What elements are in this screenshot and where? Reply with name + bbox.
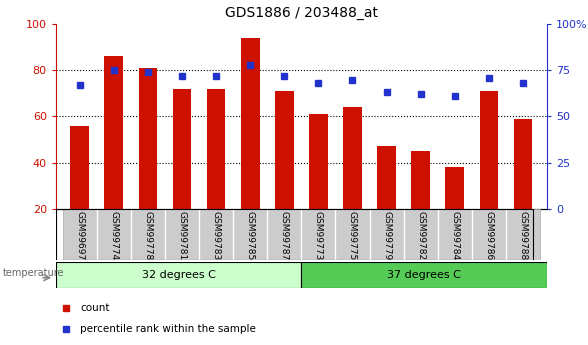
Bar — [472, 209, 506, 260]
Bar — [513, 119, 532, 209]
Bar — [241, 38, 259, 209]
Bar — [233, 209, 268, 260]
Text: GSM99697: GSM99697 — [75, 211, 84, 260]
Text: percentile rank within the sample: percentile rank within the sample — [81, 324, 256, 334]
Bar — [412, 151, 430, 209]
Text: GSM99786: GSM99786 — [485, 211, 493, 260]
Text: 37 degrees C: 37 degrees C — [387, 270, 461, 280]
Bar — [56, 262, 301, 288]
Text: GSM99778: GSM99778 — [143, 211, 152, 260]
Bar — [97, 209, 131, 260]
Text: count: count — [81, 303, 110, 313]
Text: GSM99774: GSM99774 — [109, 211, 118, 260]
Bar — [301, 262, 547, 288]
Bar — [309, 114, 328, 209]
Bar — [63, 209, 97, 260]
Text: GSM99781: GSM99781 — [178, 211, 186, 260]
Bar — [71, 126, 89, 209]
Text: GSM99788: GSM99788 — [519, 211, 527, 260]
Text: GSM99773: GSM99773 — [314, 211, 323, 260]
Bar — [301, 209, 335, 260]
Bar — [369, 209, 403, 260]
Text: temperature: temperature — [3, 268, 64, 277]
Text: GSM99779: GSM99779 — [382, 211, 391, 260]
Bar — [377, 146, 396, 209]
Bar — [131, 209, 165, 260]
Bar — [275, 91, 293, 209]
Bar — [207, 89, 225, 209]
Text: GSM99785: GSM99785 — [246, 211, 255, 260]
Bar — [139, 68, 158, 209]
Bar — [268, 209, 302, 260]
Bar — [199, 209, 233, 260]
Bar — [445, 167, 464, 209]
Bar — [165, 209, 199, 260]
Text: GSM99783: GSM99783 — [212, 211, 220, 260]
Text: GSM99784: GSM99784 — [450, 211, 459, 260]
Bar — [479, 91, 498, 209]
Text: GSM99787: GSM99787 — [280, 211, 289, 260]
Bar — [173, 89, 191, 209]
Text: 32 degrees C: 32 degrees C — [142, 270, 216, 280]
Bar — [403, 209, 437, 260]
Bar — [335, 209, 369, 260]
Text: GSM99782: GSM99782 — [416, 211, 425, 260]
Bar — [343, 107, 362, 209]
Bar — [506, 209, 540, 260]
Bar — [437, 209, 472, 260]
Bar — [105, 57, 123, 209]
Text: GSM99775: GSM99775 — [348, 211, 357, 260]
Title: GDS1886 / 203488_at: GDS1886 / 203488_at — [225, 6, 378, 20]
